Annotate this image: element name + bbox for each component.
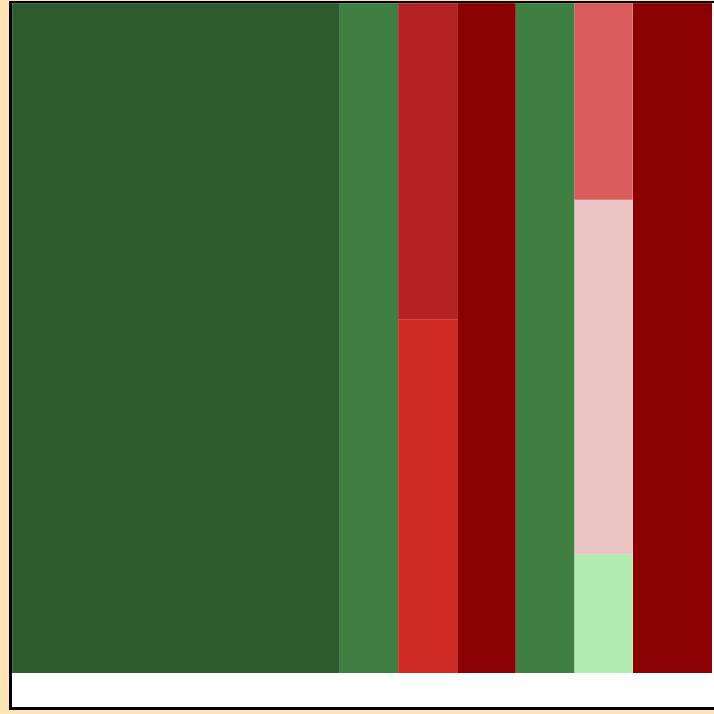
treemap-cell-4-0 xyxy=(515,3,575,673)
treemap-cell-3-0 xyxy=(457,3,517,673)
treemap-cell-2-1 xyxy=(397,318,458,673)
treemap-cell-5-1 xyxy=(574,199,634,555)
chart-frame xyxy=(9,1,714,710)
treemap-cell-5-2 xyxy=(574,554,634,673)
treemap-cell-1-0 xyxy=(339,3,399,673)
treemap-chart xyxy=(12,3,712,673)
treemap-cell-6-0 xyxy=(632,3,712,673)
treemap-cell-0-0 xyxy=(12,3,340,673)
treemap-cell-2-0 xyxy=(397,3,458,320)
treemap-cell-5-0 xyxy=(574,3,634,201)
